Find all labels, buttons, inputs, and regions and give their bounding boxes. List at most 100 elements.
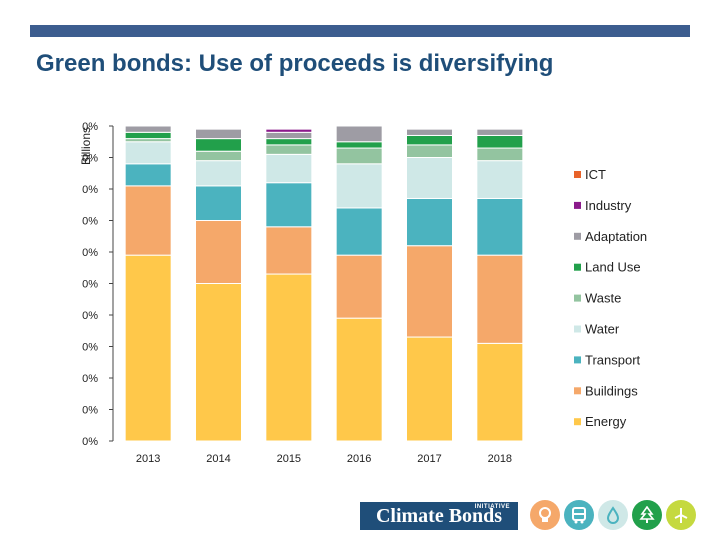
bar-segment-industry-2015 (265, 128, 313, 133)
bar-segment-transport-2015 (265, 182, 313, 228)
climate-bonds-logo: Climate Bonds INITIATIVE (360, 502, 518, 530)
bus-icon (564, 500, 594, 530)
tree-icon (632, 500, 662, 530)
bar-segment-water-2015 (265, 153, 313, 184)
y-tick-label: 0% (82, 310, 98, 322)
bar-segment-energy-2017 (406, 336, 453, 442)
legend-label: Transport (585, 352, 641, 367)
legend-item-adaptation: Adaptation (574, 229, 647, 244)
bar-segment-waste-2015 (265, 144, 313, 155)
y-tick-label: 0% (82, 247, 98, 259)
y-tick-label: 0% (82, 153, 98, 165)
legend-item-buildings: Buildings (574, 383, 638, 398)
legend-label: Adaptation (585, 229, 647, 244)
bar-segment-water-2013 (124, 141, 172, 165)
x-tick-label: 2018 (488, 453, 512, 465)
bar-segment-water-2014 (195, 160, 242, 187)
bar-segment-transport-2018 (476, 197, 524, 256)
legend-swatch (574, 356, 581, 364)
legend-swatch (574, 418, 581, 426)
bar-segment-adaptation-2018 (476, 128, 524, 136)
legend-swatch (574, 325, 581, 333)
logo-tagline: INITIATIVE (474, 504, 510, 510)
bar-segment-adaptation-2016 (335, 125, 383, 143)
legend-label: Land Use (585, 260, 641, 275)
legend-swatch (574, 171, 581, 178)
bar-stack-2016 (335, 125, 383, 442)
page-title: Green bonds: Use of proceeds is diversif… (36, 50, 554, 77)
bar-segment-transport-2014 (195, 185, 242, 222)
bar-segment-buildings-2013 (124, 185, 172, 256)
legend-label: Buildings (585, 383, 638, 398)
bar-segment-land-use-2013 (124, 131, 172, 140)
y-tick-label: 0% (82, 184, 98, 196)
legend-label: Industry (585, 198, 632, 213)
x-tick-label: 2016 (347, 453, 371, 465)
legend-swatch (574, 294, 581, 302)
bar-segment-adaptation-2017 (406, 128, 453, 136)
bar-segment-land-use-2015 (265, 138, 313, 146)
legend-item-energy: Energy (574, 414, 627, 429)
x-tick-label: 2017 (417, 453, 441, 465)
bar-segment-waste-2018 (476, 147, 524, 162)
legend-item-land-use: Land Use (574, 260, 641, 275)
x-tick-label: 2014 (206, 453, 230, 465)
x-tick-label: 2015 (277, 453, 301, 465)
bar-segment-buildings-2015 (265, 226, 313, 275)
bar-stack-2018 (476, 128, 524, 442)
y-tick-label: 0% (82, 373, 98, 385)
bar-segment-transport-2013 (124, 163, 172, 187)
bar-segment-transport-2017 (406, 197, 453, 247)
bar-segment-land-use-2017 (406, 134, 453, 146)
legend-label: Energy (585, 414, 627, 429)
legend-swatch (574, 201, 581, 209)
bar-segment-adaptation-2014 (195, 128, 242, 140)
x-tick-label: 2013 (136, 453, 160, 465)
legend-item-transport: Transport (574, 352, 641, 367)
energy-bulb-icon (530, 500, 560, 530)
legend-item-waste: Waste (574, 291, 621, 306)
bar-segment-waste-2016 (335, 147, 383, 165)
bar-segment-buildings-2014 (195, 220, 242, 284)
bar-segment-water-2017 (406, 157, 453, 199)
legend-swatch (574, 387, 581, 395)
bar-segment-buildings-2018 (476, 254, 524, 344)
bar-segment-energy-2014 (195, 283, 242, 442)
bar-segment-land-use-2014 (195, 138, 242, 152)
legend-swatch (574, 232, 581, 240)
bar-segment-water-2018 (476, 160, 524, 199)
bar-segment-buildings-2016 (335, 254, 383, 319)
wind-icon (666, 500, 696, 530)
bar-segment-land-use-2016 (335, 141, 383, 149)
bar-stack-2014 (195, 128, 242, 442)
bar-segment-adaptation-2013 (124, 125, 172, 133)
bar-segment-buildings-2017 (406, 245, 453, 338)
bar-segment-land-use-2018 (476, 134, 524, 149)
bar-segment-energy-2018 (476, 342, 524, 442)
bar-segment-water-2016 (335, 163, 383, 209)
y-tick-label: 0% (82, 405, 98, 417)
top-accent-bar (30, 25, 690, 37)
bar-segment-waste-2014 (195, 150, 242, 162)
y-axis-label: Billions (79, 127, 93, 165)
bar-stack-2015 (265, 128, 313, 442)
legend-label: Waste (585, 291, 621, 306)
bar-segment-energy-2016 (335, 317, 383, 442)
legend-swatch (574, 263, 581, 271)
logo-text: Climate Bonds (375, 505, 503, 527)
bar-segment-adaptation-2015 (265, 131, 313, 140)
bar-segment-transport-2016 (335, 207, 383, 256)
y-tick-label: 0% (82, 279, 98, 291)
bar-stack-2013 (124, 125, 172, 442)
y-tick-label: 0% (82, 342, 98, 354)
legend-item-ict: ICT (574, 167, 606, 182)
legend-label: Water (585, 322, 620, 337)
legend-item-water: Water (574, 322, 620, 337)
bar-segment-waste-2017 (406, 144, 453, 158)
legend-label: ICT (585, 167, 606, 182)
y-tick-label: 0% (82, 436, 98, 448)
legend-item-industry: Industry (574, 198, 632, 213)
bar-segment-energy-2013 (124, 254, 172, 442)
water-drop-icon (598, 500, 628, 530)
